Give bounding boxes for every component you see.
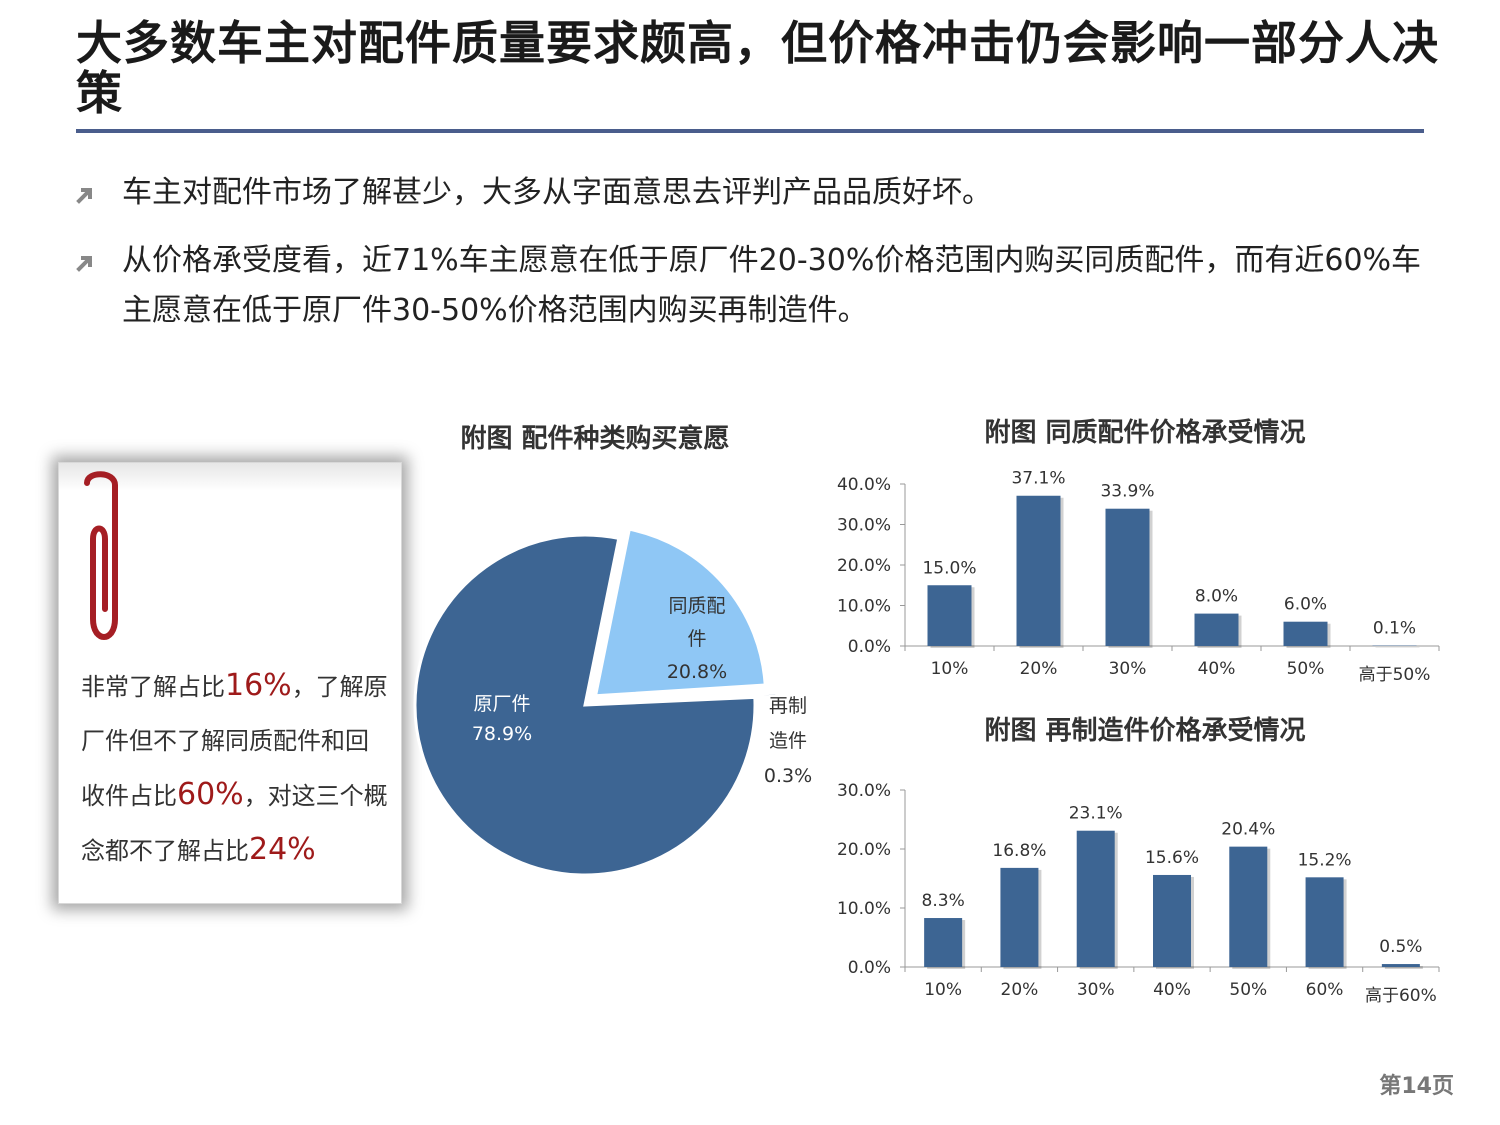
title-divider — [76, 129, 1424, 133]
x-tick-label: 20% — [1020, 659, 1058, 679]
bar-data-label: 15.0% — [922, 558, 976, 578]
bar-data-label: 16.8% — [992, 841, 1046, 861]
bar — [1000, 867, 1039, 967]
x-tick-label: 30% — [1109, 659, 1147, 679]
x-tick-label: 高于60% — [1365, 986, 1437, 1006]
bullet-text: 从价格承受度看，近71%车主愿意在低于原厂件20-30%价格范围内购买同质配件，… — [122, 243, 1422, 328]
x-tick-label: 10% — [924, 980, 962, 1000]
bar-data-label: 6.0% — [1284, 595, 1327, 615]
y-tick-label: 20.0% — [837, 840, 891, 860]
y-tick-label: 30.0% — [837, 516, 891, 536]
pie-slice — [413, 533, 757, 875]
bar — [1076, 830, 1115, 967]
bar-chart-1: 0.0% 10.0% 20.0% 30.0% 40.0% 15.0% 10% 37.1% 20%… — [837, 469, 1440, 685]
x-tick-label: 高于50% — [1359, 665, 1431, 685]
bar — [927, 585, 972, 646]
bar-data-label: 37.1% — [1011, 469, 1065, 489]
highlight-value: 60% — [177, 777, 244, 812]
bullet-item: 车主对配件市场了解甚少，大多从字面意思去评判产品品质好坏。 — [76, 168, 1446, 218]
bar — [1153, 874, 1191, 967]
x-tick-label: 50% — [1287, 659, 1325, 679]
bar-chart-2: 0.0% 10.0% 20.0% 30.0% 8.3% 10% 16.8% 20% 23.1% 3… — [837, 781, 1440, 1006]
bullet-list: 车主对配件市场了解甚少，大多从字面意思去评判产品品质好坏。 从价格承受度看，近7… — [76, 168, 1446, 354]
bullet-item: 从价格承受度看，近71%车主愿意在低于原厂件20-30%价格范围内购买同质配件，… — [76, 236, 1446, 336]
bar-chart-1-title: 附图 同质配件价格承受情况 — [984, 418, 1306, 448]
x-tick-label: 30% — [1077, 980, 1115, 1000]
bar-data-label: 33.9% — [1100, 482, 1154, 502]
pie-category-label: 件 — [687, 628, 706, 650]
bar-data-label: 8.3% — [922, 891, 965, 911]
pie-data-label: 78.9% — [472, 723, 532, 745]
bar — [924, 918, 963, 967]
arrow-bullet-icon — [76, 188, 92, 204]
bar-data-label: 8.0% — [1195, 587, 1238, 607]
bar — [1194, 613, 1239, 646]
y-tick-label: 30.0% — [837, 781, 891, 801]
bar-data-label: 15.6% — [1145, 848, 1199, 868]
pie-category-label: 再制 — [769, 695, 807, 717]
pie-chart-title: 附图 配件种类购买意愿 — [460, 424, 730, 454]
bar-data-label: 0.1% — [1373, 619, 1416, 639]
bar-data-label: 23.1% — [1069, 804, 1123, 824]
x-tick-label: 40% — [1198, 659, 1236, 679]
y-tick-label: 0.0% — [848, 958, 891, 978]
pie-chart: 原厂件 78.9% 同质配件 20.8% 再制造件 0.3% — [413, 527, 812, 875]
bullet-text: 车主对配件市场了解甚少，大多从字面意思去评判产品品质好坏。 — [122, 175, 992, 210]
pie-category-label: 同质配 — [668, 595, 725, 617]
x-tick-label: 40% — [1153, 980, 1191, 1000]
bar — [1229, 846, 1268, 967]
paperclip-icon — [84, 471, 118, 640]
y-tick-label: 40.0% — [837, 475, 891, 495]
y-tick-label: 20.0% — [837, 556, 891, 576]
x-tick-label: 50% — [1229, 980, 1267, 1000]
x-tick-label: 10% — [931, 659, 969, 679]
bar-data-label: 0.5% — [1379, 937, 1422, 957]
x-tick-label: 20% — [1001, 980, 1039, 1000]
note-card: 非常了解占比16%，了解原厂件但不了解同质配件和回收件占比60%，对这三个概念都… — [58, 462, 402, 904]
bar — [1105, 508, 1150, 646]
pie-data-label: 0.3% — [764, 765, 812, 787]
y-tick-label: 10.0% — [837, 597, 891, 617]
bar — [1016, 495, 1061, 646]
highlight-value: 16% — [225, 668, 292, 703]
highlight-value: 24% — [249, 832, 316, 867]
page-title: 大多数车主对配件质量要求颇高，但价格冲击仍会影响一部分人决策 — [76, 16, 1439, 120]
bar-chart-2-title: 附图 再制造件价格承受情况 — [984, 716, 1306, 746]
bar-data-label: 20.4% — [1221, 820, 1275, 840]
bar — [1381, 964, 1420, 967]
y-tick-label: 10.0% — [837, 899, 891, 919]
pie-category-label: 造件 — [769, 730, 807, 752]
page-number: 第14页 — [1379, 1074, 1454, 1099]
x-tick-label: 60% — [1306, 980, 1344, 1000]
bar — [1305, 877, 1344, 967]
bar-data-label: 15.2% — [1298, 850, 1352, 870]
pie-data-label: 20.8% — [667, 661, 727, 683]
bar — [1283, 621, 1328, 646]
note-text: 非常了解占比16%，了解原厂件但不了解同质配件和回收件占比60%，对这三个概念都… — [81, 668, 388, 867]
pie-slice — [593, 527, 767, 698]
arrow-bullet-icon — [76, 256, 92, 272]
pie-category-label: 原厂件 — [473, 693, 530, 715]
y-tick-label: 0.0% — [848, 637, 891, 657]
